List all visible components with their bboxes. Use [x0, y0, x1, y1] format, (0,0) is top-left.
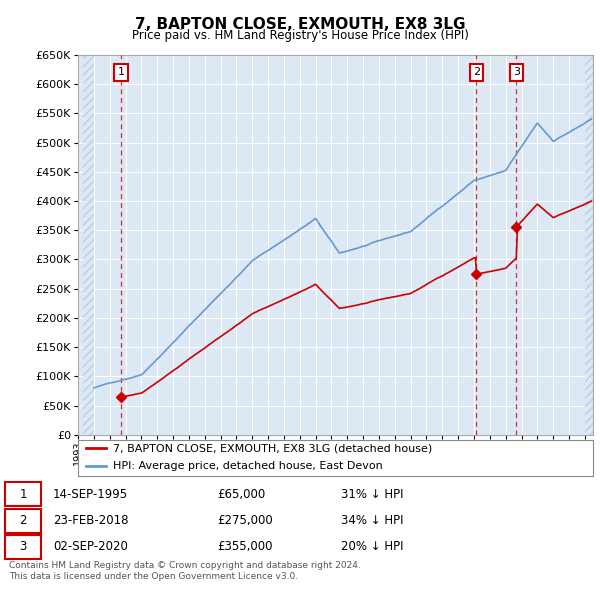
Text: 02-SEP-2020: 02-SEP-2020: [53, 540, 128, 553]
Text: 7, BAPTON CLOSE, EXMOUTH, EX8 3LG (detached house): 7, BAPTON CLOSE, EXMOUTH, EX8 3LG (detac…: [113, 443, 432, 453]
Text: 2: 2: [19, 514, 27, 527]
Bar: [83, 55, 94, 435]
Text: This data is licensed under the Open Government Licence v3.0.: This data is licensed under the Open Gov…: [9, 572, 298, 581]
Text: 31% ↓ HPI: 31% ↓ HPI: [341, 488, 404, 501]
Text: 1: 1: [19, 488, 27, 501]
Text: 23-FEB-2018: 23-FEB-2018: [53, 514, 128, 527]
Text: 14-SEP-1995: 14-SEP-1995: [53, 488, 128, 501]
Text: Price paid vs. HM Land Registry's House Price Index (HPI): Price paid vs. HM Land Registry's House …: [131, 30, 469, 42]
Bar: [585, 55, 593, 435]
FancyBboxPatch shape: [5, 535, 41, 559]
Text: Contains HM Land Registry data © Crown copyright and database right 2024.: Contains HM Land Registry data © Crown c…: [9, 561, 361, 570]
Text: £355,000: £355,000: [218, 540, 273, 553]
Text: 2: 2: [473, 67, 480, 77]
Text: 20% ↓ HPI: 20% ↓ HPI: [341, 540, 404, 553]
Text: HPI: Average price, detached house, East Devon: HPI: Average price, detached house, East…: [113, 461, 383, 471]
Text: 3: 3: [513, 67, 520, 77]
Text: 7, BAPTON CLOSE, EXMOUTH, EX8 3LG: 7, BAPTON CLOSE, EXMOUTH, EX8 3LG: [135, 17, 465, 31]
Text: 34% ↓ HPI: 34% ↓ HPI: [341, 514, 404, 527]
FancyBboxPatch shape: [5, 483, 41, 506]
Text: 3: 3: [19, 540, 27, 553]
FancyBboxPatch shape: [5, 509, 41, 533]
Text: £65,000: £65,000: [218, 488, 266, 501]
Text: 1: 1: [118, 67, 124, 77]
Text: £275,000: £275,000: [218, 514, 274, 527]
